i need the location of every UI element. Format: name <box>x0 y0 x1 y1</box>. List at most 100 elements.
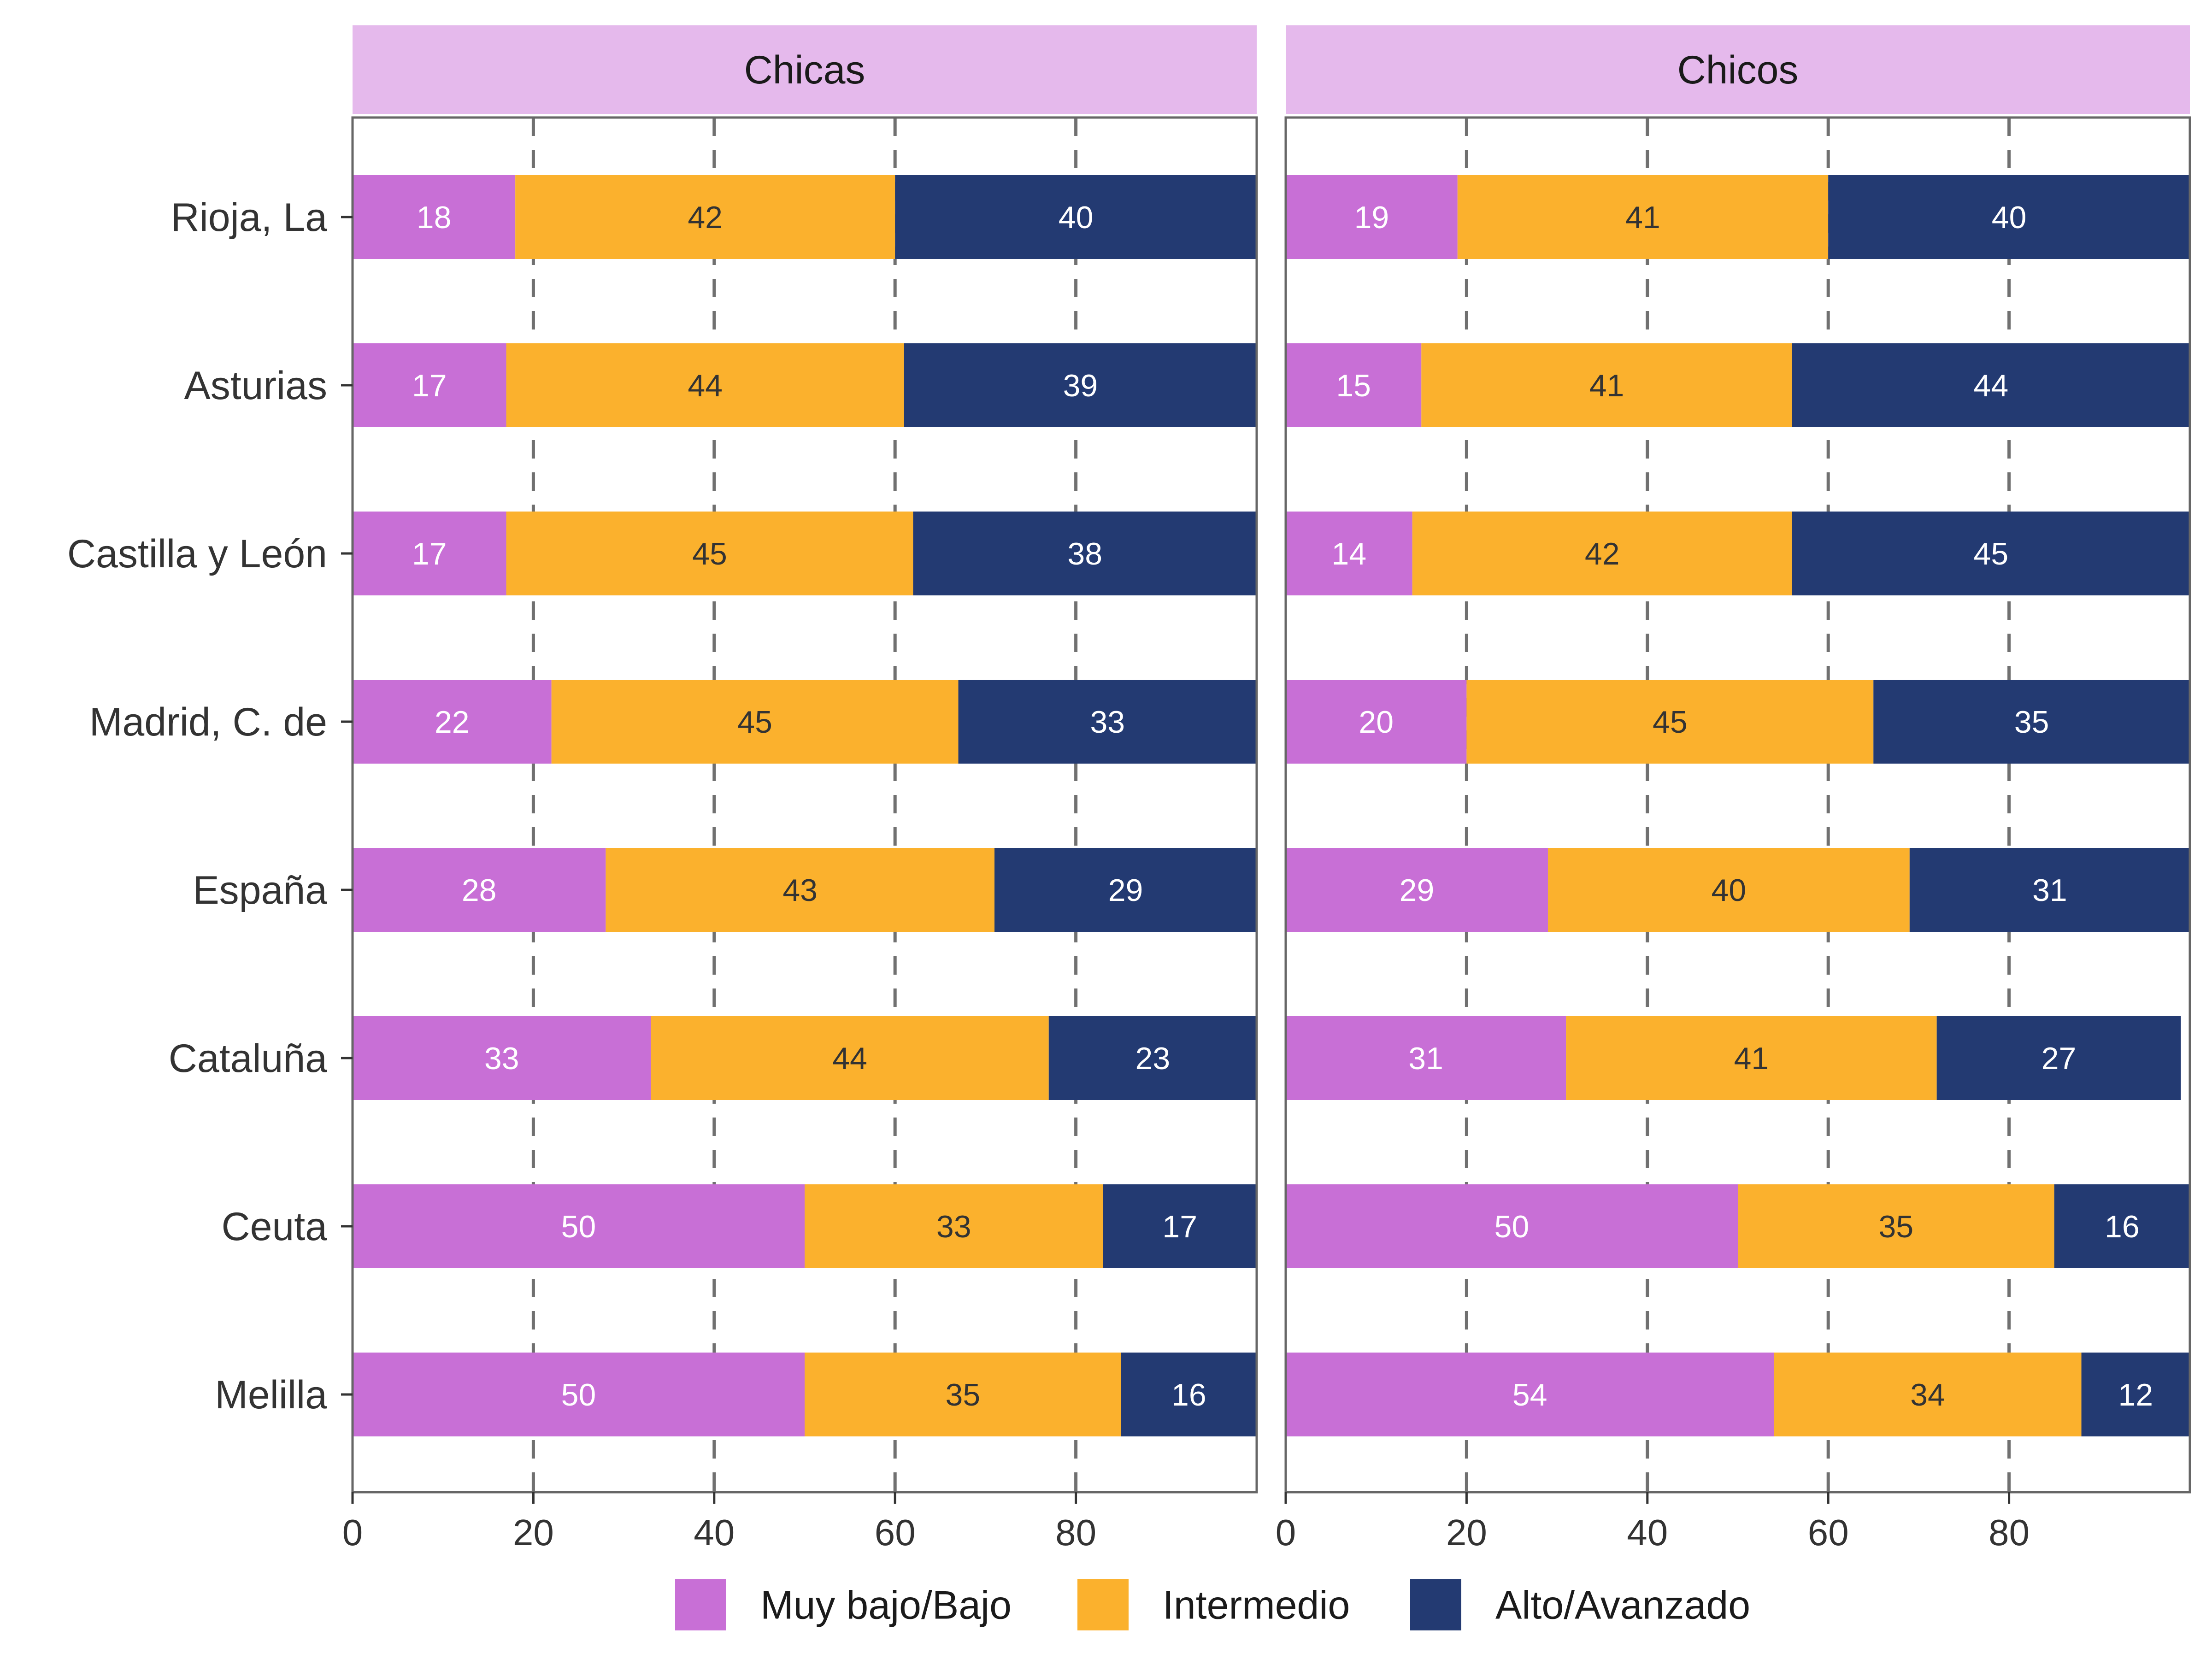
bar-chicos-asturias-muy-bajo-bajo <box>1286 343 1422 427</box>
data-label-chicas-cataluna-muy-bajo-bajo: 33 <box>484 1041 519 1076</box>
data-label-chicos-espana-alto-avanzado: 31 <box>2032 873 2067 908</box>
bar-chicos-cataluna-intermedio <box>1566 1016 1937 1100</box>
legend-swatch-intermedio <box>1077 1579 1129 1630</box>
bar-chicas-madrid-c-de-alto-avanzado <box>958 680 1257 764</box>
data-label-chicos-asturias-alto-avanzado: 44 <box>1974 368 2009 403</box>
x-tick-label-chicas-80: 80 <box>1055 1512 1096 1553</box>
bar-chicas-ceuta-muy-bajo-bajo <box>353 1184 805 1268</box>
data-label-chicos-cataluna-intermedio: 41 <box>1734 1041 1769 1076</box>
data-label-chicos-castilla-y-leon-muy-bajo-bajo: 14 <box>1332 536 1367 571</box>
y-tick-label-castilla-y-leon: Castilla y León <box>67 532 327 576</box>
legend-item-intermedio: Intermedio <box>1077 1579 1350 1630</box>
data-label-chicas-espana-muy-bajo-bajo: 28 <box>462 873 497 908</box>
bar-chicos-asturias-intermedio <box>1421 343 1792 427</box>
bar-chicas-melilla-alto-avanzado <box>1121 1353 1257 1436</box>
bar-chicas-castilla-y-leon-intermedio <box>506 512 913 595</box>
data-label-chicas-espana-alto-avanzado: 29 <box>1108 873 1143 908</box>
bar-chicos-castilla-y-leon-muy-bajo-bajo <box>1286 512 1412 595</box>
bar-chicos-madrid-c-de-muy-bajo-bajo <box>1286 680 1467 764</box>
data-label-chicos-espana-intermedio: 40 <box>1712 873 1747 908</box>
bar-chicos-ceuta-alto-avanzado <box>2054 1184 2190 1268</box>
y-tick-label-melilla: Melilla <box>215 1373 327 1417</box>
bar-chicas-espana-muy-bajo-bajo <box>353 848 606 932</box>
bar-chicos-ceuta-intermedio <box>1738 1184 2054 1268</box>
bar-chicos-espana-alto-avanzado <box>1909 848 2190 932</box>
facet-strip-chicas <box>353 25 1257 114</box>
y-tick-label-espana: España <box>193 868 327 912</box>
data-label-chicas-rioja-la-muy-bajo-bajo: 18 <box>417 200 452 235</box>
data-label-chicos-castilla-y-leon-intermedio: 42 <box>1585 536 1620 571</box>
legend-swatch-muy-bajo-bajo <box>675 1579 726 1630</box>
data-label-chicos-asturias-intermedio: 41 <box>1589 368 1624 403</box>
legend-label-alto-avanzado: Alto/Avanzado <box>1495 1583 1750 1628</box>
bar-chicas-rioja-la-alto-avanzado <box>895 175 1257 259</box>
data-label-chicas-asturias-intermedio: 44 <box>688 368 723 403</box>
bar-chicas-espana-alto-avanzado <box>994 848 1257 932</box>
data-label-chicos-rioja-la-muy-bajo-bajo: 19 <box>1354 200 1389 235</box>
bar-chicas-asturias-muy-bajo-bajo <box>353 343 506 427</box>
data-label-chicas-ceuta-intermedio: 33 <box>936 1209 971 1244</box>
panel-border-chicos <box>1284 116 2191 1494</box>
bar-chicos-castilla-y-leon-intermedio <box>1412 512 1792 595</box>
legend-label-intermedio: Intermedio <box>1163 1583 1350 1628</box>
bar-chicos-espana-intermedio <box>1547 848 1910 932</box>
x-tick-label-chicos-20: 20 <box>1446 1512 1487 1553</box>
bar-chicos-cataluna-muy-bajo-bajo <box>1286 1016 1566 1100</box>
data-label-chicos-rioja-la-intermedio: 41 <box>1625 200 1660 235</box>
bar-chicas-castilla-y-leon-muy-bajo-bajo <box>353 512 506 595</box>
bar-chicos-rioja-la-intermedio <box>1457 175 1829 259</box>
bar-chicas-ceuta-alto-avanzado <box>1103 1184 1257 1268</box>
bar-chicos-melilla-intermedio <box>1774 1353 2082 1436</box>
data-label-chicos-ceuta-muy-bajo-bajo: 50 <box>1494 1209 1530 1244</box>
data-label-chicas-melilla-alto-avanzado: 16 <box>1171 1377 1206 1412</box>
bar-chicos-asturias-alto-avanzado <box>1792 343 2190 427</box>
legend-item-muy-bajo-bajo: Muy bajo/Bajo <box>675 1579 1012 1630</box>
data-label-chicas-madrid-c-de-alto-avanzado: 33 <box>1090 705 1125 740</box>
data-label-chicos-castilla-y-leon-alto-avanzado: 45 <box>1974 536 2009 571</box>
legend: Muy bajo/Bajo Intermedio Alto/Avanzado <box>675 1579 1750 1630</box>
x-tick-label-chicas-60: 60 <box>875 1512 916 1553</box>
bar-chicos-cataluna-alto-avanzado <box>1936 1016 2181 1100</box>
data-label-chicas-melilla-intermedio: 35 <box>946 1377 981 1412</box>
data-label-chicos-rioja-la-alto-avanzado: 40 <box>1992 200 2027 235</box>
bar-chicas-ceuta-intermedio <box>805 1184 1103 1268</box>
bar-chicas-rioja-la-muy-bajo-bajo <box>353 175 516 259</box>
bar-chicos-melilla-alto-avanzado <box>2081 1353 2190 1436</box>
bar-chicas-cataluna-alto-avanzado <box>1048 1016 1257 1100</box>
bar-chicas-cataluna-intermedio <box>651 1016 1049 1100</box>
bar-chicos-castilla-y-leon-alto-avanzado <box>1792 512 2190 595</box>
data-label-chicas-asturias-muy-bajo-bajo: 17 <box>412 368 447 403</box>
data-label-chicos-madrid-c-de-intermedio: 45 <box>1653 705 1688 740</box>
x-tick-label-chicas-20: 20 <box>513 1512 554 1553</box>
data-label-chicas-castilla-y-leon-muy-bajo-bajo: 17 <box>412 536 447 571</box>
x-tick-label-chicos-0: 0 <box>1276 1512 1296 1553</box>
data-label-chicas-ceuta-alto-avanzado: 17 <box>1162 1209 1197 1244</box>
data-label-chicas-asturias-alto-avanzado: 39 <box>1063 368 1098 403</box>
x-tick-label-chicas-0: 0 <box>342 1512 363 1553</box>
legend-item-alto-avanzado: Alto/Avanzado <box>1410 1579 1750 1630</box>
data-label-chicos-melilla-muy-bajo-bajo: 54 <box>1512 1377 1547 1412</box>
bar-chicas-asturias-alto-avanzado <box>904 343 1257 427</box>
bar-chicos-rioja-la-muy-bajo-bajo <box>1286 175 1458 259</box>
legend-label-muy-bajo-bajo: Muy bajo/Bajo <box>760 1583 1012 1628</box>
y-tick-label-rioja-la: Rioja, La <box>171 195 328 240</box>
panel-chicas: Chicas 18 42 40 17 44 39 17 45 38 22 45 33 28 43 29 33 44… <box>342 25 1258 1553</box>
bar-chicas-espana-intermedio <box>606 848 995 932</box>
data-label-chicas-melilla-muy-bajo-bajo: 50 <box>561 1377 596 1412</box>
panel-chicos: Chicos 19 41 40 15 41 44 14 42 45 20 45 35 29 40 31 31 41… <box>1276 25 2191 1553</box>
data-label-chicas-cataluna-alto-avanzado: 23 <box>1135 1041 1171 1076</box>
bar-chicos-espana-muy-bajo-bajo <box>1286 848 1548 932</box>
y-tick-label-asturias: Asturias <box>184 364 327 408</box>
bar-chicos-melilla-muy-bajo-bajo <box>1286 1353 1774 1436</box>
x-tick-label-chicas-40: 40 <box>694 1512 735 1553</box>
panel-border-chicas <box>351 116 1258 1494</box>
data-label-chicos-cataluna-muy-bajo-bajo: 31 <box>1408 1041 1443 1076</box>
legend-swatch-alto-avanzado <box>1410 1579 1461 1630</box>
x-tick-label-chicos-40: 40 <box>1627 1512 1668 1553</box>
y-tick-label-madrid-c-de: Madrid, C. de <box>89 700 327 744</box>
bar-chicas-rioja-la-intermedio <box>515 175 895 259</box>
data-label-chicas-rioja-la-intermedio: 42 <box>688 200 723 235</box>
data-label-chicas-castilla-y-leon-alto-avanzado: 38 <box>1067 536 1102 571</box>
x-tick-label-chicos-80: 80 <box>1988 1512 2030 1553</box>
